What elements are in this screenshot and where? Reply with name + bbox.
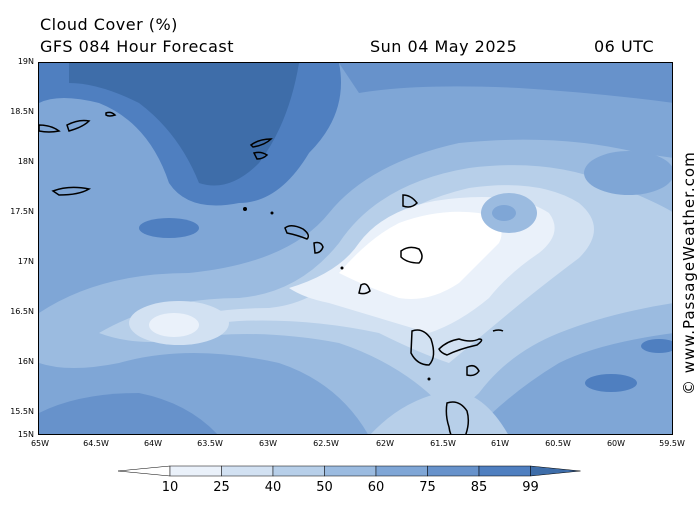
lon-label: 59.5W xyxy=(659,439,685,448)
lon-label: 62W xyxy=(375,439,395,448)
colorbar-label: 40 xyxy=(264,480,282,495)
lat-label: 18.5N xyxy=(10,107,34,116)
colorbar-cell xyxy=(324,465,377,477)
colorbar-label: 25 xyxy=(213,480,230,495)
island-outlines xyxy=(39,111,504,434)
lat-label: 16N xyxy=(17,357,34,366)
lat-label: 17.5N xyxy=(10,207,34,216)
lon-label: 64.5W xyxy=(83,439,109,448)
colorbar-min-arrow xyxy=(118,465,171,477)
forecast-label: GFS 084 Hour Forecast xyxy=(40,37,235,56)
colorbar-label: 60 xyxy=(367,480,385,495)
cloud-cover-field xyxy=(39,63,672,434)
lat-label: 16.5N xyxy=(10,307,34,316)
forecast-time: 06 UTC xyxy=(594,37,655,56)
colorbar-cell xyxy=(221,465,274,477)
forecast-date: Sun 04 May 2025 xyxy=(370,37,518,56)
colorbar-label: 85 xyxy=(470,480,488,495)
map-title: Cloud Cover (%) xyxy=(40,15,178,34)
lat-label: 18N xyxy=(17,157,34,166)
watermark: © www.PassageWeather.com xyxy=(680,151,698,395)
lon-label: 61W xyxy=(490,439,510,448)
lon-label: 61.5W xyxy=(430,439,456,448)
colorbar-cell xyxy=(375,465,428,477)
lon-label: 64W xyxy=(143,439,163,448)
cloud-cover-map xyxy=(38,62,673,435)
colorbar-cell xyxy=(272,465,325,477)
colorbar-label: 10 xyxy=(161,480,179,495)
colorbar-cell xyxy=(427,465,480,477)
colorbar-max-arrow xyxy=(530,465,581,477)
colorbar-cell xyxy=(478,465,531,477)
lon-label: 60.5W xyxy=(545,439,571,448)
lat-label: 19N xyxy=(17,57,34,66)
colorbar xyxy=(118,465,581,477)
colorbar-label: 50 xyxy=(316,480,333,495)
lat-label: 17N xyxy=(17,257,34,266)
lon-label: 65W xyxy=(30,439,50,448)
colorbar-cell xyxy=(169,465,222,477)
lon-label: 63W xyxy=(258,439,278,448)
lon-label: 63.5W xyxy=(197,439,223,448)
lat-label: 15.5N xyxy=(10,407,34,416)
lon-label: 60W xyxy=(606,439,626,448)
colorbar-label: 99 xyxy=(522,480,539,495)
lat-label: 15N xyxy=(17,430,34,439)
lon-label: 62.5W xyxy=(313,439,339,448)
colorbar-label: 75 xyxy=(419,480,436,495)
